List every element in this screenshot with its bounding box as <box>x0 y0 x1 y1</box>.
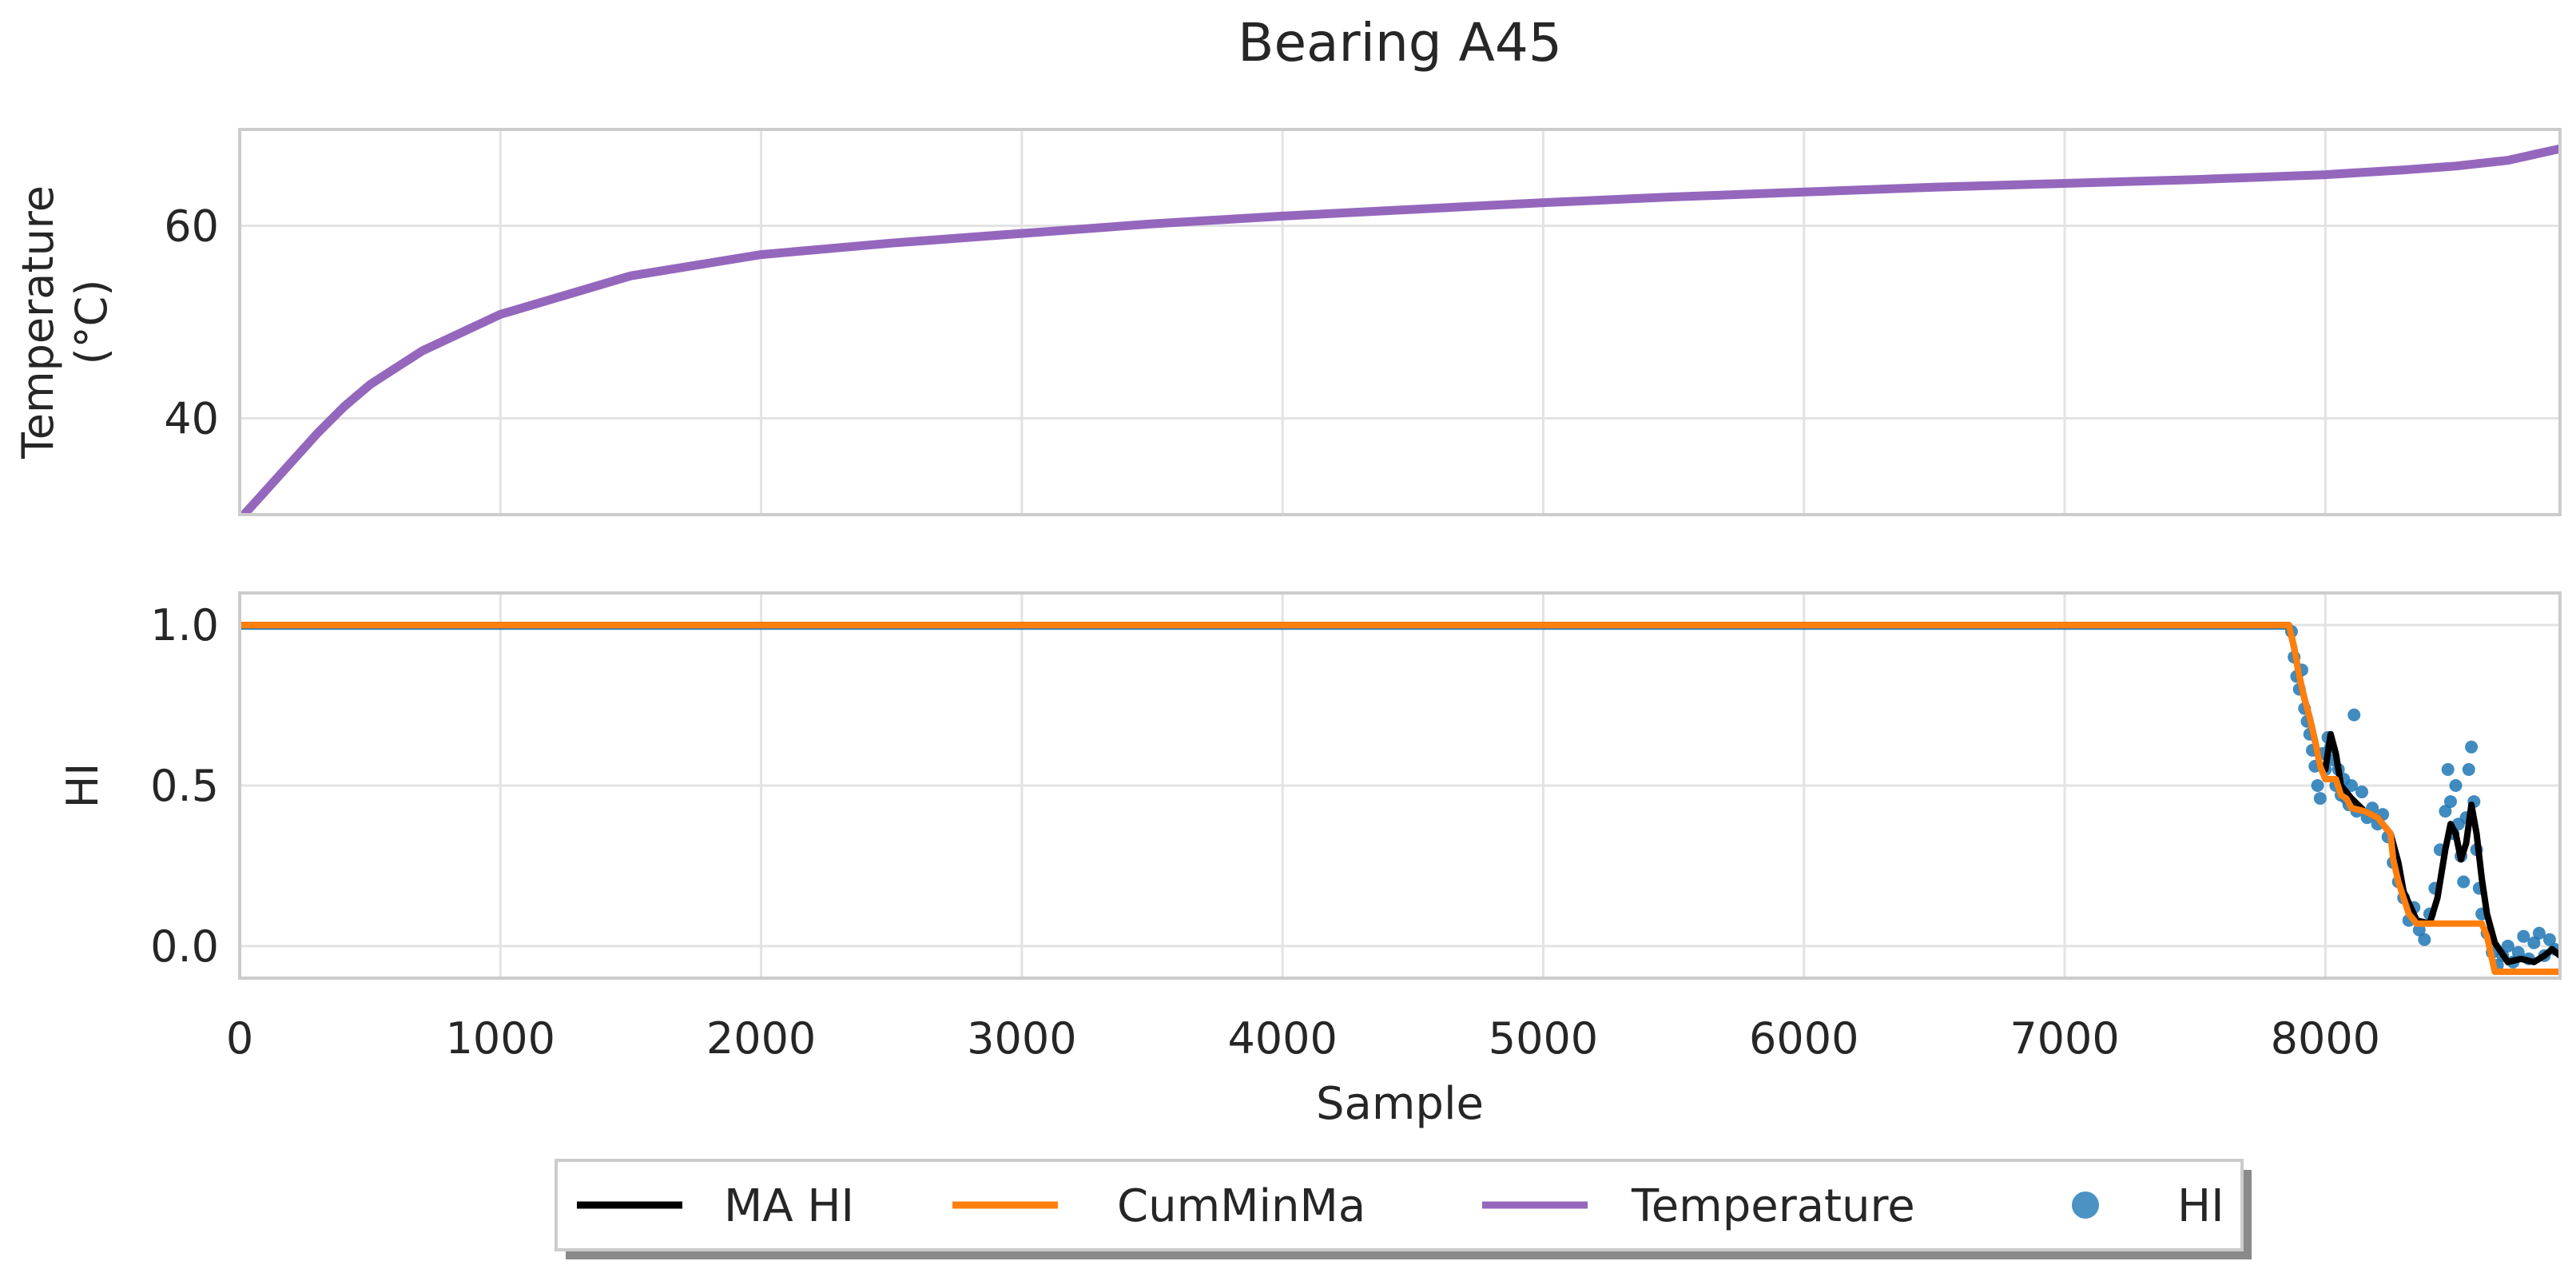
temperature-y-label-line-2: (°C) <box>66 280 117 365</box>
legend-hi-marker <box>2072 1191 2099 1219</box>
hi-point <box>2517 929 2530 943</box>
hi-series-layer <box>240 622 2560 975</box>
hi-y-label: HI <box>58 763 108 809</box>
hi-point <box>2439 805 2452 818</box>
temperature-y-tick-label: 60 <box>164 201 219 252</box>
hi-y-tick-label: 1.0 <box>150 600 219 650</box>
temperature-y-label-line-1: Temperature <box>13 185 63 459</box>
hi-plot-frame <box>238 591 2562 980</box>
temperature-y-ticks: 40 60 <box>164 201 219 444</box>
temperature-plot-frame <box>238 128 2562 516</box>
temperature-gridlines <box>238 129 2560 515</box>
hi-point <box>2542 933 2556 946</box>
hi-point <box>2313 792 2327 806</box>
hi-y-tick-label: 0.0 <box>150 921 219 972</box>
x-tick-label: 4000 <box>1227 1013 1337 1064</box>
x-tick-label: 3000 <box>967 1013 1076 1064</box>
temperature-series-layer <box>240 144 2560 515</box>
hi-point <box>2355 786 2369 799</box>
hi-point <box>2412 923 2426 937</box>
temperature-y-tick-label: 40 <box>164 394 219 444</box>
legend-box <box>555 1159 2244 1251</box>
hi-point <box>2311 779 2324 792</box>
x-tick-label: 6000 <box>1749 1013 1858 1064</box>
x-tick-label: 8000 <box>2271 1013 2380 1064</box>
temperature-panel: 40 60 Temperature (°C) <box>13 128 2562 516</box>
x-tick-label: 5000 <box>1489 1013 1598 1064</box>
temperature-line <box>240 144 2560 515</box>
hi-point <box>2457 875 2471 889</box>
hi-point <box>2465 740 2479 754</box>
hi-point <box>2532 926 2546 940</box>
legend-temperature-label: Temperature <box>1631 1180 1915 1232</box>
hi-point <box>2462 762 2475 776</box>
hi-panel: 0.0 0.5 1.0 HI <box>58 591 2562 980</box>
x-tick-label: 7000 <box>2010 1013 2119 1064</box>
hi-y-ticks: 0.0 0.5 1.0 <box>150 600 219 972</box>
temperature-plot-background <box>240 129 2560 515</box>
x-tick-label: 0 <box>226 1013 253 1064</box>
legend-cumminma-label: CumMinMa <box>1117 1180 1366 1232</box>
hi-point <box>2418 933 2431 946</box>
cumminma-line <box>240 622 2560 975</box>
hi-point <box>2449 779 2463 792</box>
hi-point <box>2441 762 2455 776</box>
chart-title: Bearing A45 <box>1238 12 1562 74</box>
hi-point <box>2511 945 2525 959</box>
x-ticks: 0 1000 2000 3000 4000 5000 6000 7000 8000 <box>226 1013 2380 1064</box>
legend: MA HI CumMinMa Temperature HI <box>555 1159 2252 1259</box>
hi-point <box>2443 795 2457 809</box>
legend-ma-hi-label: MA HI <box>724 1180 854 1232</box>
legend-hi-label: HI <box>2177 1180 2224 1232</box>
hi-y-tick-label: 0.5 <box>150 761 219 811</box>
hi-point <box>2344 779 2358 792</box>
hi-point <box>2501 939 2514 953</box>
x-tick-label: 2000 <box>706 1013 816 1064</box>
hi-point <box>2527 936 2541 949</box>
x-axis-label: Sample <box>1316 1078 1484 1130</box>
x-tick-label: 1000 <box>446 1013 555 1064</box>
hi-point <box>2347 708 2361 722</box>
